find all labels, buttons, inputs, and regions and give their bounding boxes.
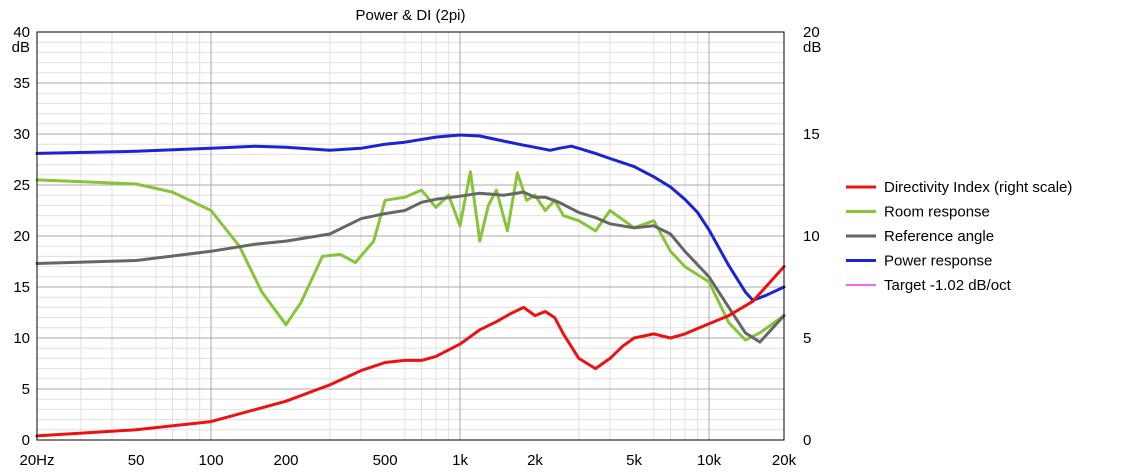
- x-tick-label: 5k: [626, 452, 642, 469]
- left-tick-label: 10: [13, 330, 30, 347]
- x-tick-label: 200: [273, 452, 298, 469]
- right-tick-label: 0: [803, 432, 811, 449]
- x-tick-label: 1k: [452, 452, 468, 469]
- left-tick-label: 0: [22, 432, 30, 449]
- minor-grid: [37, 32, 784, 440]
- right-axis-ticks: 0 5 10 15 20: [803, 24, 820, 449]
- right-tick-label: 15: [803, 126, 820, 143]
- x-axis-ticks: 20Hz 50 100 200 500 1k 2k 5k 10k 20k: [19, 452, 796, 469]
- series-lines: [35, 133, 786, 438]
- directivity-index-right-scale-line: [35, 265, 786, 438]
- major-grid: [37, 32, 784, 440]
- power-response-line: [35, 133, 786, 302]
- left-tick-label: 20: [13, 228, 30, 245]
- right-axis-unit: dB: [803, 39, 821, 56]
- x-tick-label: 20Hz: [19, 452, 54, 469]
- left-axis-unit: dB: [12, 39, 30, 56]
- left-tick-label: 30: [13, 126, 30, 143]
- left-tick-label: 25: [13, 177, 30, 194]
- left-tick-label: 35: [13, 75, 30, 92]
- right-tick-label: 10: [803, 228, 820, 245]
- x-tick-label: 50: [128, 452, 145, 469]
- x-tick-label: 100: [199, 452, 224, 469]
- left-tick-label: 40: [13, 24, 30, 41]
- legend-label: Room response: [884, 204, 990, 221]
- room-response-line: [35, 170, 786, 342]
- legend-label: Reference angle: [884, 228, 994, 245]
- x-tick-label: 500: [373, 452, 398, 469]
- legend-label: Target -1.02 dB/oct: [884, 277, 1012, 294]
- right-tick-label: 5: [803, 330, 811, 347]
- left-tick-label: 15: [13, 279, 30, 296]
- x-tick-label: 20k: [772, 452, 797, 469]
- plot-frame: [36, 31, 785, 441]
- legend: Directivity Index (right scale) Room resp…: [846, 179, 1072, 294]
- left-axis-ticks: 0 5 10 15 20 25 30 35 40: [13, 24, 30, 449]
- x-tick-label: 2k: [527, 452, 543, 469]
- right-tick-label: 20: [803, 24, 820, 41]
- legend-label: Power response: [884, 253, 992, 270]
- x-tick-label: 10k: [697, 452, 722, 469]
- reference-angle-line: [35, 190, 786, 344]
- legend-label: Directivity Index (right scale): [884, 179, 1072, 196]
- left-tick-label: 5: [22, 381, 30, 398]
- chart-title: Power & DI (2pi): [355, 7, 465, 24]
